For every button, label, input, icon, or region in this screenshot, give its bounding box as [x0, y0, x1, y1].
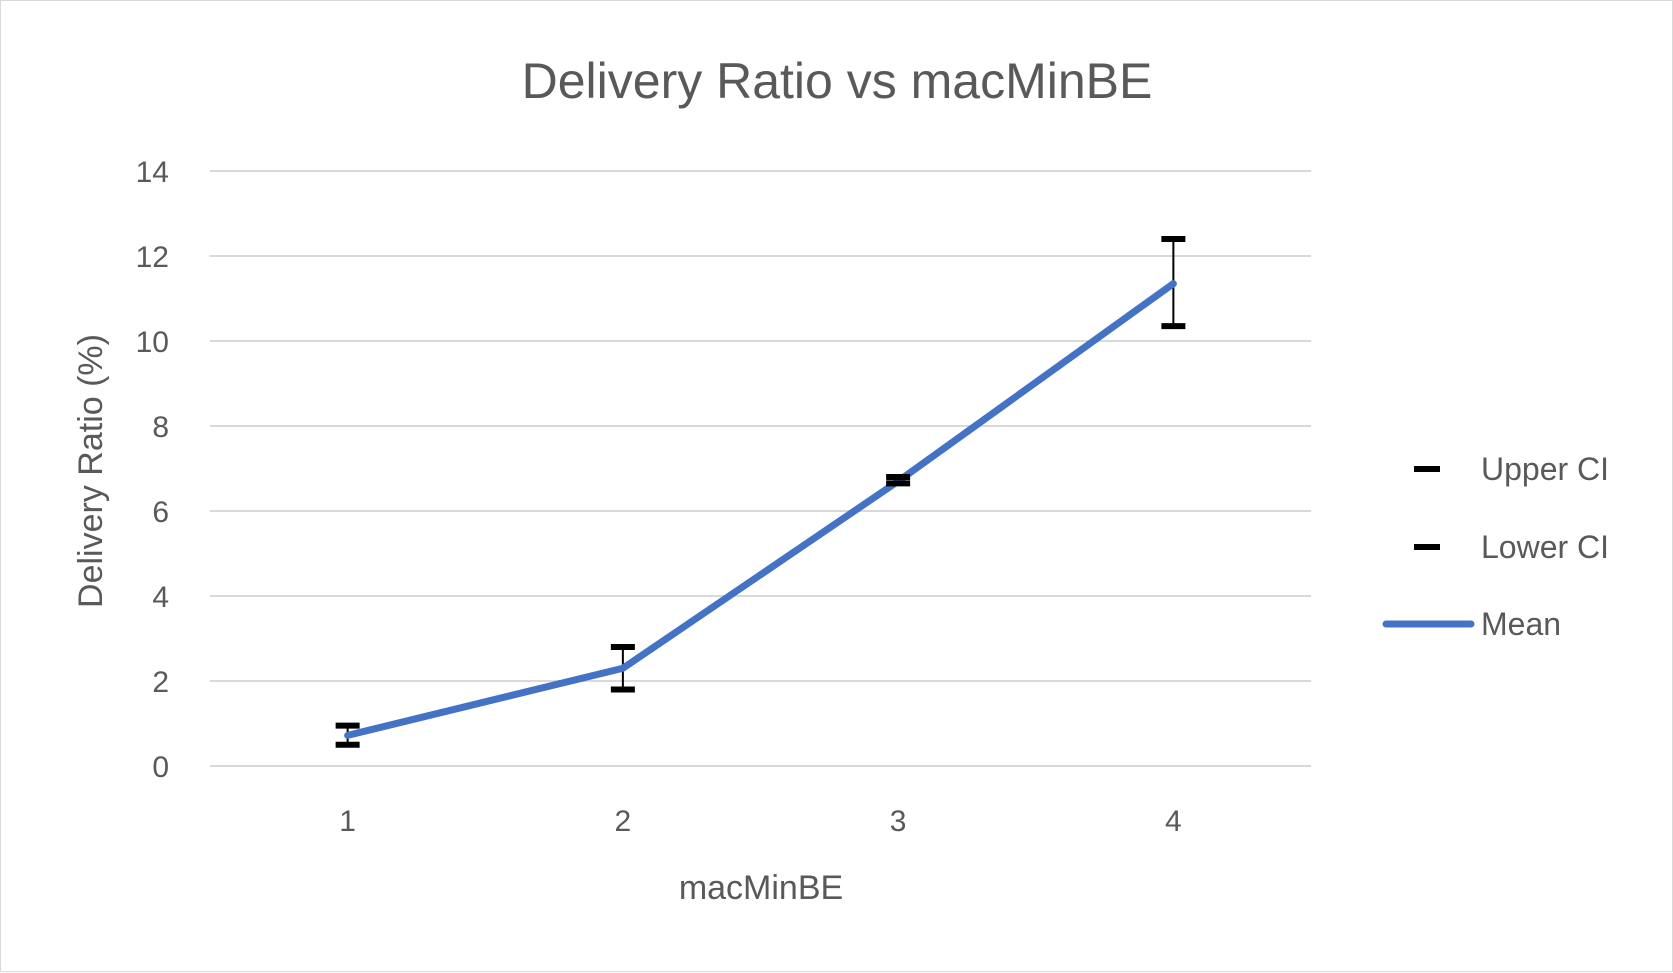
x-tick-label: 3 — [890, 805, 907, 838]
gridlines — [210, 170, 1311, 767]
x-axis-tick-labels: 1 2 3 4 — [339, 805, 1181, 838]
y-tick-label: 6 — [152, 496, 169, 529]
mean-series-line — [344, 280, 1177, 739]
x-axis-title: macMinBE — [679, 869, 843, 907]
y-tick-label: 2 — [152, 666, 169, 699]
x-tick-label: 1 — [339, 805, 356, 838]
y-tick-label: 12 — [136, 241, 169, 274]
y-tick-label: 8 — [152, 411, 169, 444]
legend-upper-ci-label: Upper CI — [1481, 451, 1609, 487]
y-tick-label: 0 — [152, 751, 169, 784]
plot-series — [335, 236, 1186, 748]
y-tick-label: 4 — [152, 581, 169, 614]
y-axis-title: Delivery Ratio (%) — [72, 334, 110, 608]
chart-title: Delivery Ratio vs macMinBE — [522, 53, 1153, 109]
legend-mean-label: Mean — [1481, 606, 1561, 642]
y-axis-tick-labels: 0 2 4 6 8 10 12 14 — [136, 156, 169, 784]
y-tick-label: 10 — [136, 326, 169, 359]
legend: Upper CI Lower CI Mean — [1382, 451, 1609, 642]
legend-lower-ci-label: Lower CI — [1481, 529, 1609, 565]
x-tick-label: 4 — [1165, 805, 1182, 838]
x-tick-label: 2 — [615, 805, 632, 838]
y-tick-label: 14 — [136, 156, 169, 189]
